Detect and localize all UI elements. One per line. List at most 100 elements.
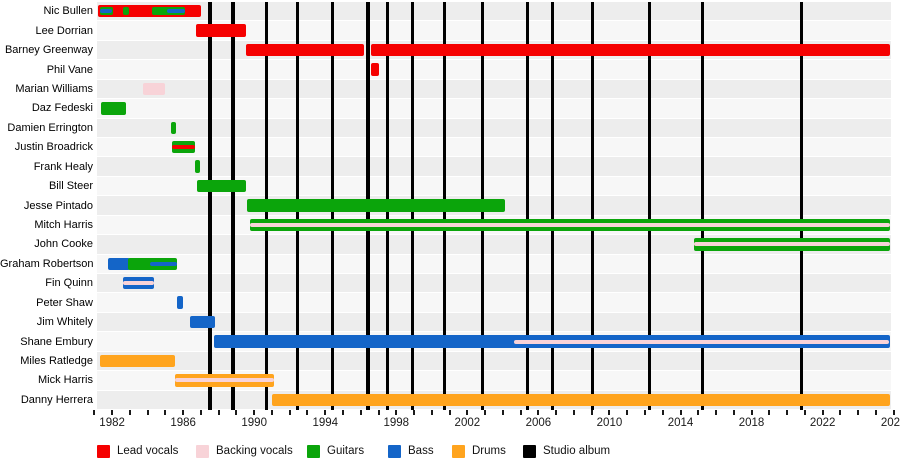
role-bar-guitars bbox=[170, 121, 177, 135]
x-axis-year-label: 2002 bbox=[454, 417, 481, 429]
row-stripe bbox=[97, 235, 891, 254]
member-label: Danny Herrera bbox=[20, 393, 93, 406]
x-axis-tick bbox=[786, 410, 789, 415]
x-axis-tick bbox=[253, 410, 256, 415]
row-stripe bbox=[97, 157, 891, 176]
member-label: Miles Ratledge bbox=[20, 354, 93, 367]
row-stripe bbox=[97, 60, 891, 79]
x-axis-year-label: 2010 bbox=[596, 417, 623, 429]
legend-label: Lead vocals bbox=[117, 445, 179, 457]
studio-album-line bbox=[799, 2, 804, 410]
row-stripe bbox=[97, 99, 891, 118]
member-label: Mick Harris bbox=[38, 374, 93, 387]
legend-item-drums: Drums bbox=[452, 444, 506, 458]
row-stripe bbox=[97, 254, 891, 273]
x-axis-tick bbox=[413, 410, 416, 415]
role-bar-guitars bbox=[194, 160, 201, 173]
x-axis-tick bbox=[93, 410, 96, 415]
legend-item-studio-album: Studio album bbox=[523, 444, 610, 458]
x-axis-year-label: 2018 bbox=[738, 417, 765, 429]
x-axis-tick bbox=[146, 410, 149, 415]
x-axis-tick bbox=[182, 410, 185, 415]
x-axis-tick bbox=[715, 410, 718, 415]
member-label: Barney Greenway bbox=[4, 44, 93, 57]
member-label: Marian Williams bbox=[15, 82, 93, 95]
row-stripe bbox=[97, 138, 891, 157]
x-axis-tick bbox=[501, 410, 504, 415]
x-axis-tick bbox=[306, 410, 309, 415]
x-axis-year-label: 1990 bbox=[241, 417, 267, 429]
x-axis-tick bbox=[377, 410, 380, 415]
row-stripe bbox=[97, 176, 891, 196]
role-bar-lead-vocals bbox=[97, 4, 201, 18]
x-axis-tick bbox=[697, 410, 700, 415]
role-bar-lead-vocals bbox=[246, 43, 364, 57]
x-axis-tick bbox=[537, 410, 540, 415]
legend: Lead vocals Backing vocals Guitars Bass Drum… bbox=[0, 444, 900, 462]
legend-swatch-guitars bbox=[307, 444, 320, 458]
row-stripe bbox=[97, 21, 891, 40]
x-axis-tick bbox=[519, 410, 522, 415]
role-bar-guitars bbox=[122, 7, 129, 15]
x-axis-tick bbox=[164, 410, 167, 415]
x-axis-tick bbox=[643, 410, 646, 415]
role-bar-bass bbox=[190, 315, 216, 329]
member-name-labels: Nic Bullen Lee Dorrian Barney Greenway Phil… bbox=[0, 2, 94, 410]
role-bar-bass bbox=[167, 9, 185, 14]
x-axis-tick bbox=[235, 410, 238, 415]
row-stripe bbox=[97, 312, 891, 332]
x-axis-tick bbox=[270, 410, 273, 415]
role-bar-backing-vocals bbox=[514, 339, 890, 344]
role-bar-bass bbox=[150, 261, 177, 266]
member-label: Phil Vane bbox=[46, 63, 93, 76]
role-bar-guitars bbox=[100, 102, 127, 115]
legend-swatch-bass bbox=[388, 444, 401, 458]
role-bar-guitars bbox=[197, 179, 247, 193]
legend-label: Backing vocals bbox=[216, 445, 293, 457]
row-stripe bbox=[97, 293, 891, 312]
x-axis-tick bbox=[803, 410, 806, 415]
role-bar-bass bbox=[99, 9, 113, 14]
x-axis-year-label: 1998 bbox=[383, 417, 410, 429]
member-label: Peter Shaw bbox=[36, 296, 93, 309]
x-axis-tick bbox=[750, 410, 753, 415]
x-axis-year-label: 2014 bbox=[667, 417, 694, 429]
x-axis-tick bbox=[395, 410, 398, 415]
legend-item-guitars: Guitars bbox=[307, 444, 364, 458]
legend-swatch-drums bbox=[452, 444, 465, 458]
x-axis-tick bbox=[608, 410, 611, 415]
row-stripe bbox=[97, 371, 891, 390]
role-bar-drums bbox=[99, 354, 176, 368]
x-axis-tick bbox=[572, 410, 575, 415]
studio-album-line bbox=[647, 2, 652, 410]
x-axis-tick bbox=[892, 410, 895, 415]
legend-label: Bass bbox=[408, 445, 434, 457]
x-axis-tick bbox=[679, 410, 682, 415]
x-axis-tick bbox=[590, 410, 593, 415]
x-axis-tick bbox=[768, 410, 771, 415]
role-bar-lead-vocals bbox=[196, 24, 247, 37]
x-axis-year-label: 2006 bbox=[525, 417, 552, 429]
x-axis-tick bbox=[128, 410, 131, 415]
member-label: Jim Whitely bbox=[36, 316, 93, 329]
x-axis-tick bbox=[821, 410, 824, 415]
x-axis-tick bbox=[874, 410, 877, 415]
member-label: Bill Steer bbox=[48, 180, 93, 193]
studio-album-line bbox=[208, 2, 212, 410]
x-axis-tick bbox=[626, 410, 629, 415]
member-label: Graham Robertson bbox=[0, 257, 94, 270]
x-axis: 1982 1986 1990 1994 1998 2002 2006 2010 2014 2018… bbox=[0, 410, 900, 436]
role-bar-backing-vocals bbox=[122, 281, 154, 286]
role-bar-lead-vocals bbox=[172, 145, 195, 150]
role-bar-bass bbox=[176, 296, 184, 309]
role-bar-drums bbox=[271, 393, 891, 407]
x-axis-tick bbox=[217, 410, 220, 415]
row-stripe bbox=[97, 118, 891, 137]
x-axis-tick bbox=[732, 410, 735, 415]
member-label: Lee Dorrian bbox=[35, 24, 93, 37]
x-axis-tick bbox=[466, 410, 469, 415]
legend-swatch-backing-vocals bbox=[196, 444, 209, 458]
x-axis-year-label: 1994 bbox=[312, 417, 339, 429]
x-axis-tick bbox=[359, 410, 362, 415]
